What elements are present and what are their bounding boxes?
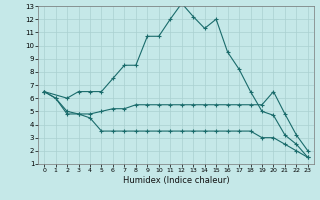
X-axis label: Humidex (Indice chaleur): Humidex (Indice chaleur) xyxy=(123,176,229,185)
